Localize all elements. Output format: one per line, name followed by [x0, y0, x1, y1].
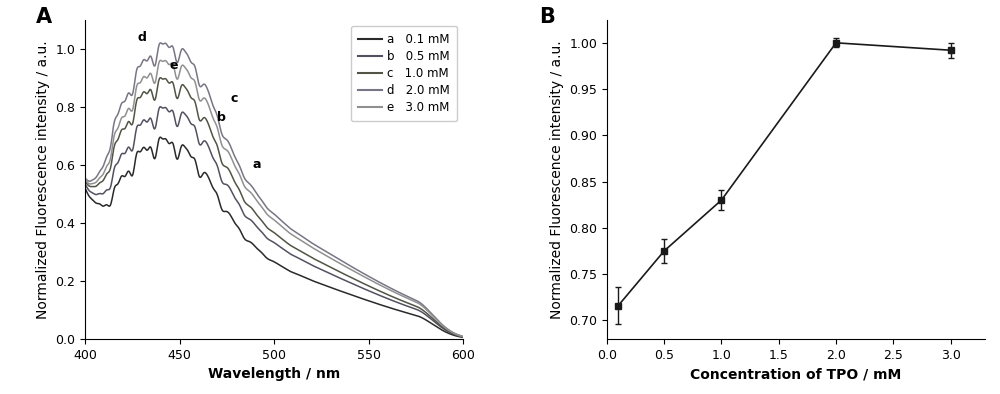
Text: d: d — [137, 31, 146, 44]
Y-axis label: Normalized Fluorescence intensity / a.u.: Normalized Fluorescence intensity / a.u. — [36, 40, 50, 319]
Text: B: B — [539, 7, 555, 27]
Text: A: A — [36, 7, 52, 27]
Text: b: b — [217, 111, 226, 124]
Text: a: a — [253, 158, 261, 171]
Text: e: e — [170, 59, 178, 72]
X-axis label: Wavelength / nm: Wavelength / nm — [208, 367, 340, 381]
X-axis label: Concentration of TPO / mM: Concentration of TPO / mM — [690, 367, 902, 381]
Legend: a   0.1 mM, b   0.5 mM, c   1.0 mM, d   2.0 mM, e   3.0 mM: a 0.1 mM, b 0.5 mM, c 1.0 mM, d 2.0 mM, … — [351, 26, 457, 121]
Y-axis label: Normalized Fluorescence intensity / a.u.: Normalized Fluorescence intensity / a.u. — [550, 40, 564, 319]
Text: c: c — [231, 92, 238, 105]
